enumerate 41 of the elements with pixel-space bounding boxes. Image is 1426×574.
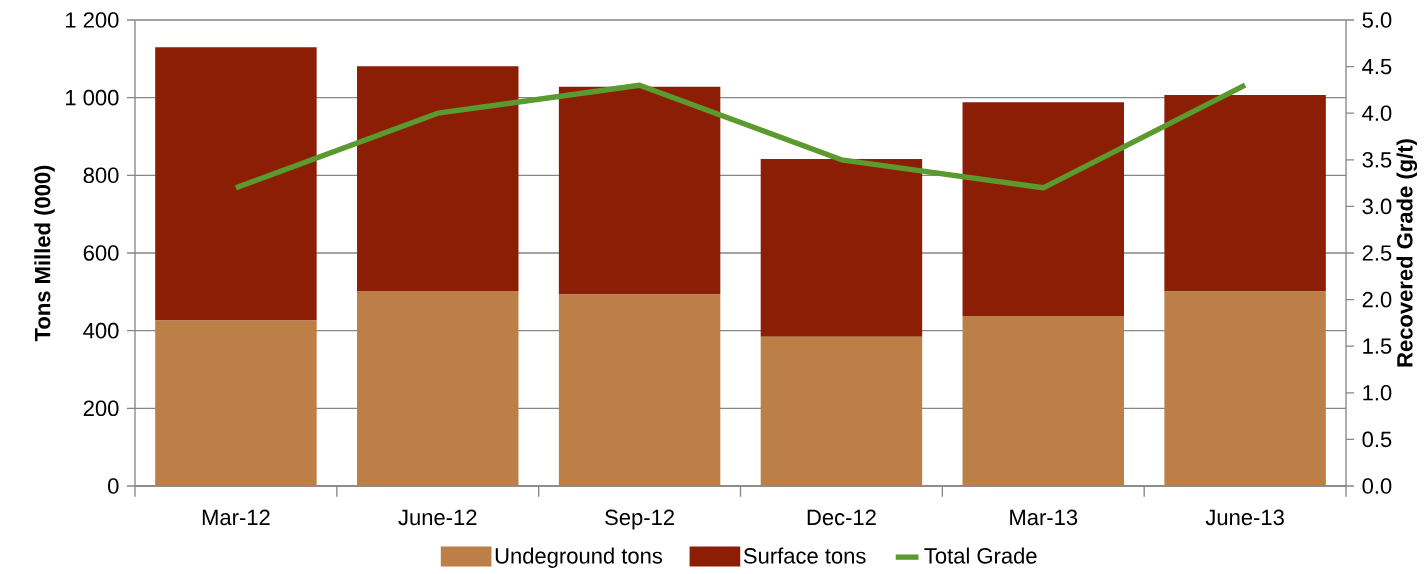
bar	[357, 291, 519, 486]
y-tick-label: 800	[83, 167, 119, 184]
bar	[760, 159, 923, 337]
legend-label: Surface tons	[743, 547, 866, 564]
bar	[155, 47, 317, 321]
y2-tick-label: 3.5	[1362, 152, 1392, 168]
y-tick-label: 400	[83, 322, 119, 339]
x-tick-label: Dec-12	[807, 509, 876, 526]
y2-tick-label: 0.0	[1362, 478, 1392, 494]
bar	[558, 294, 721, 486]
x-tick-label: June-13	[1205, 509, 1284, 526]
bar	[558, 86, 721, 295]
y2-tick-label: 2.5	[1362, 245, 1392, 261]
bar	[1164, 94, 1326, 292]
x-tick-label: June-12	[398, 509, 477, 526]
bar	[760, 336, 923, 486]
y2-tick-label: 0.5	[1362, 431, 1392, 448]
bar	[1164, 291, 1326, 486]
y2-tick-label: 1.0	[1363, 385, 1392, 401]
bar	[962, 315, 1124, 486]
y-tick-label: 0	[108, 478, 119, 494]
x-tick-label: Mar-12	[202, 509, 270, 526]
y-tick-label: 200	[83, 400, 119, 417]
y2-tick-label: 4.5	[1362, 58, 1392, 75]
bar	[155, 320, 317, 486]
y2-axis-title: Recovered Grade (g/t)	[1396, 139, 1418, 367]
y-axis-title: Tons Milled (000)	[34, 165, 55, 342]
y-tick-label: 1 200	[66, 12, 119, 28]
x-tick-label: Sep-12	[605, 509, 674, 530]
legend-label: Undeground tons	[495, 547, 663, 569]
bar	[357, 66, 519, 292]
y-tick-label: 1 000	[66, 89, 119, 106]
y2-tick-label: 2.0	[1362, 291, 1392, 308]
bar	[962, 102, 1124, 316]
legend-label: Total Grade	[924, 547, 1037, 564]
y2-tick-label: 1.5	[1363, 338, 1392, 354]
y-tick-label: 600	[83, 245, 119, 261]
y2-tick-label: 5.0	[1362, 12, 1392, 28]
y2-tick-label: 3.0	[1362, 198, 1392, 215]
x-tick-label: Mar-13	[1010, 509, 1078, 526]
y2-tick-label: 4.0	[1362, 105, 1392, 121]
